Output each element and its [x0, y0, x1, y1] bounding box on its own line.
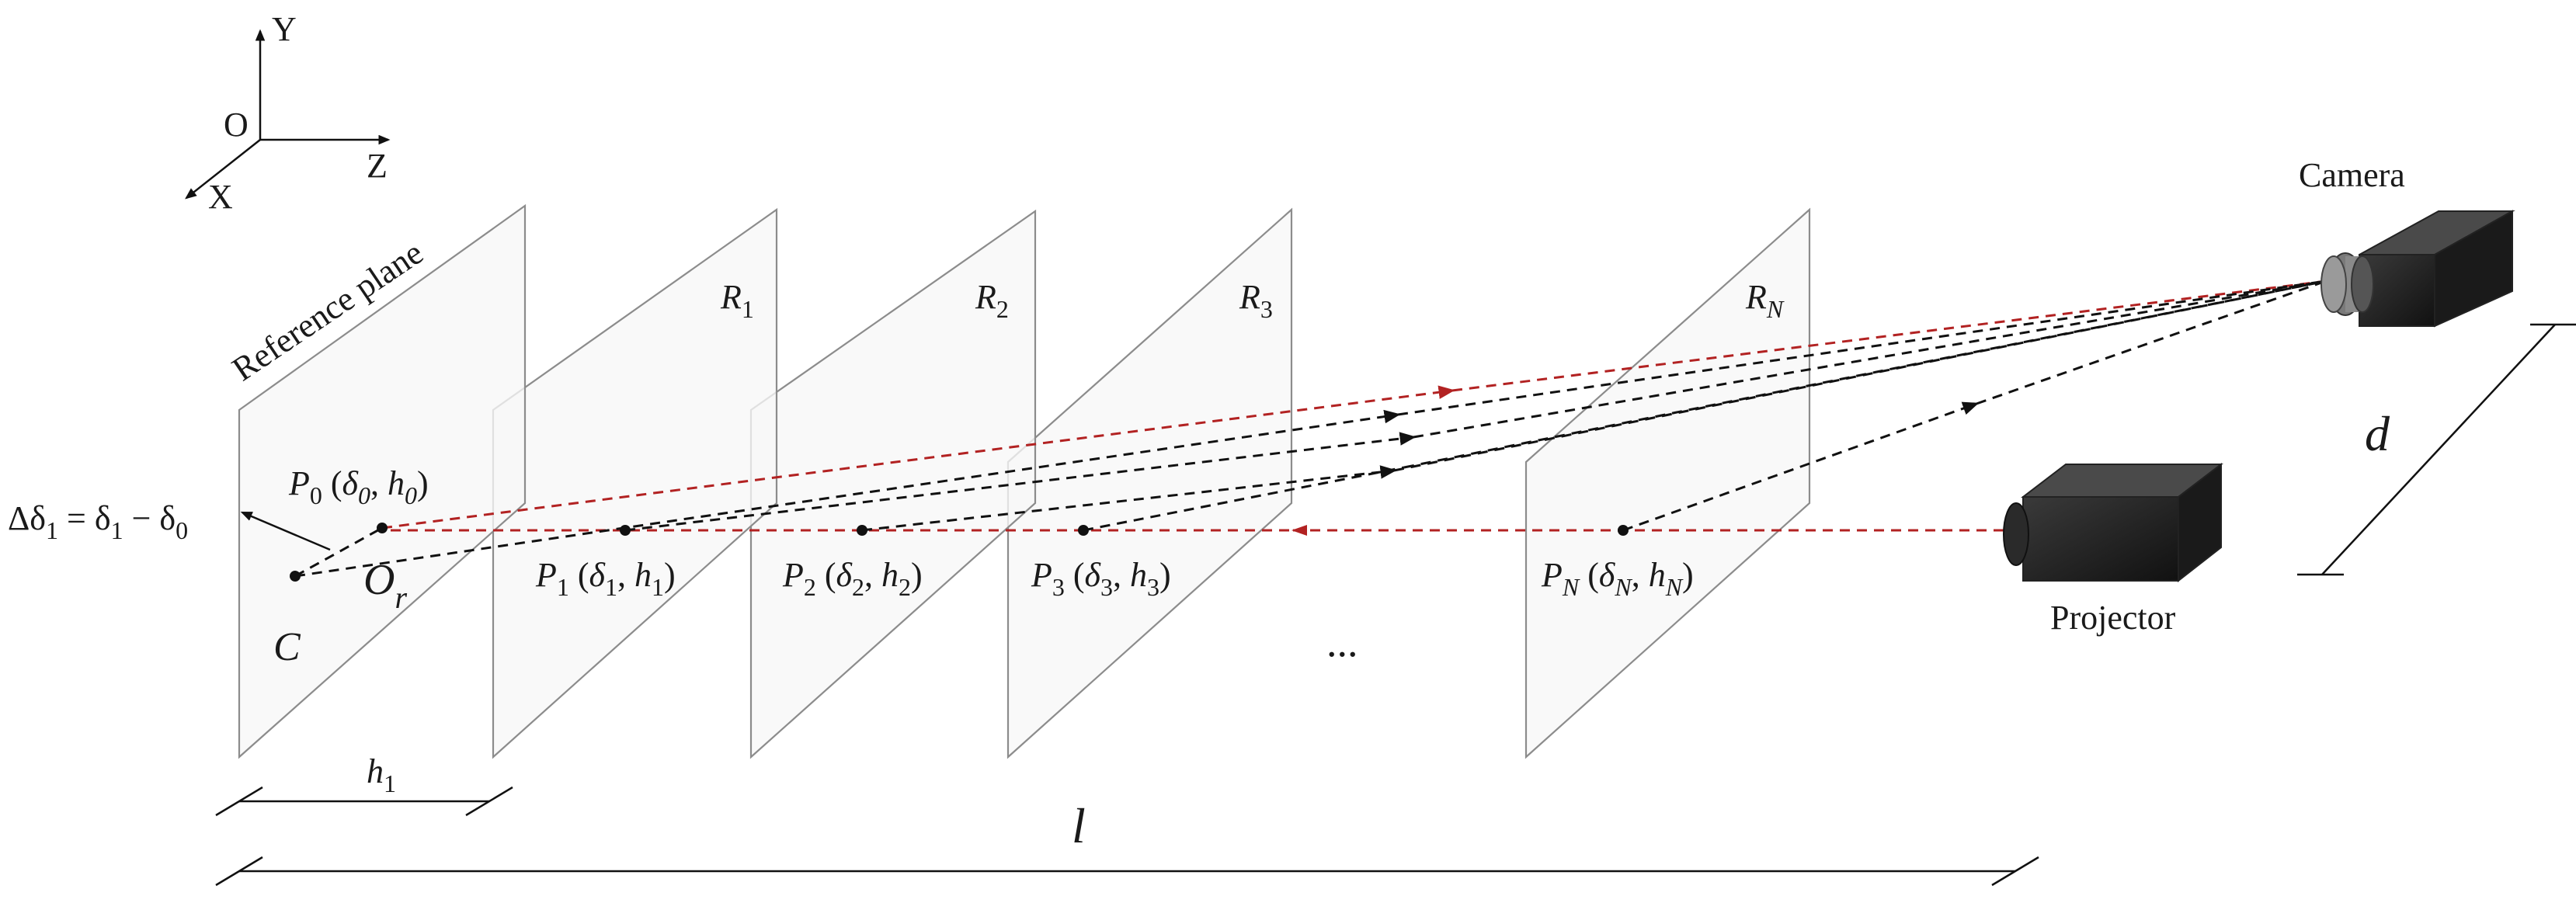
r1-label: R1: [720, 278, 754, 323]
or-label: Or: [363, 556, 407, 615]
p1-label: P1 (δ1, h1): [535, 556, 676, 601]
x-axis-label: X: [208, 178, 233, 216]
planes: [238, 203, 1811, 759]
ray-p2-camera-b: [1393, 280, 2327, 472]
point-p1: [620, 525, 631, 536]
ray-pn-camera-b: [1976, 280, 2327, 405]
ray-pn-camera-a: [1622, 401, 1980, 532]
camera-label: Camera: [2299, 156, 2405, 194]
ray-c-camera-a: [294, 409, 1401, 578]
l-label: l: [1072, 798, 1086, 853]
delta-formula: Δδ1 = δ1 − δ0: [8, 499, 188, 544]
dimension-h1: h1: [215, 752, 513, 817]
plane-r1: [492, 207, 778, 759]
ray-p1-camera-b: [1413, 280, 2327, 439]
plane-rn: [1524, 207, 1811, 759]
l-tick-right: [1991, 856, 2039, 887]
h1-tick-right: [465, 786, 513, 817]
d-dimension-line: [2321, 324, 2556, 575]
r2-label: R2: [975, 278, 1009, 323]
camera-icon: [2320, 210, 2515, 328]
ray-p3-camera-b: [1403, 280, 2327, 469]
p2-label: P2 (δ2, h2): [782, 556, 923, 601]
r3-label: R3: [1239, 278, 1273, 323]
z-axis-label: Z: [367, 147, 388, 185]
point-p0: [377, 523, 388, 533]
c-label: C: [273, 625, 301, 669]
projector-ray-arrowhead: [1291, 525, 1307, 536]
p3-label: P3 (δ3, h3): [1031, 556, 1171, 601]
ellipsis-label: ...: [1326, 619, 1358, 665]
plane-r3: [1006, 207, 1293, 759]
projector-label: Projector: [2050, 599, 2176, 637]
pn-label: PN (δN, hN): [1541, 556, 1694, 601]
plane-r2: [749, 209, 1037, 759]
ray-c-camera-b: [1397, 280, 2327, 416]
rn-label: RN: [1745, 278, 1785, 323]
ray-p0-camera-a: [381, 385, 1455, 530]
plane-reference: [238, 203, 527, 759]
dimension-d: d: [2297, 323, 2576, 576]
dimension-l: l: [215, 798, 2039, 887]
point-pn: [1618, 525, 1629, 536]
projector-icon: [2003, 462, 2223, 583]
coordinate-axes: Y O Z X: [185, 10, 391, 216]
ray-p3-camera-a: [1083, 466, 1405, 532]
ray-p1-camera-a: [624, 432, 1417, 532]
delta-vector-arrow: [240, 511, 331, 551]
p0-label: P0 (δ0, h0): [288, 464, 429, 509]
point-labels: P0 (δ0, h0) P1 (δ1, h1) P2 (δ2, h2) P3 (…: [8, 464, 1694, 669]
points: [290, 523, 1629, 582]
point-c: [290, 571, 301, 582]
h1-tick-left: [215, 786, 263, 817]
origin-label: O: [224, 106, 249, 144]
x-axis-line: [185, 139, 261, 200]
ray-p2-camera-a: [861, 465, 1397, 532]
rays: [294, 280, 2327, 578]
h1-label: h1: [367, 752, 396, 797]
d-label: d: [2365, 406, 2390, 461]
l-tick-left: [215, 856, 263, 887]
point-p2: [857, 525, 867, 536]
point-p3: [1078, 525, 1089, 536]
ray-p0-camera-b: [1451, 280, 2327, 392]
y-axis-label: Y: [272, 10, 297, 48]
